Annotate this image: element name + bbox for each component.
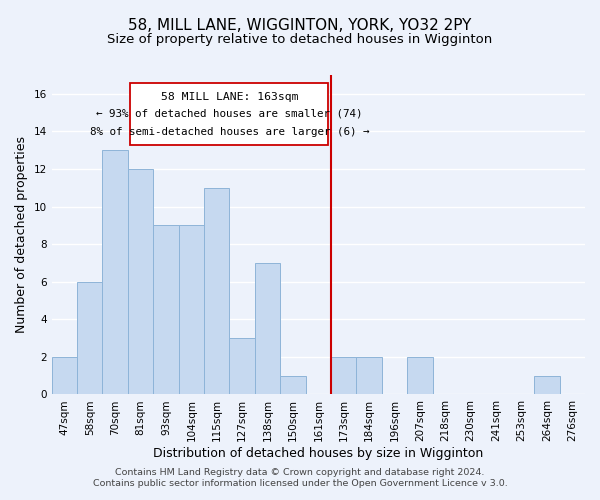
Text: ← 93% of detached houses are smaller (74): ← 93% of detached houses are smaller (74… <box>96 108 362 118</box>
Text: 58, MILL LANE, WIGGINTON, YORK, YO32 2PY: 58, MILL LANE, WIGGINTON, YORK, YO32 2PY <box>128 18 472 32</box>
X-axis label: Distribution of detached houses by size in Wigginton: Distribution of detached houses by size … <box>153 447 484 460</box>
Text: 58 MILL LANE: 163sqm: 58 MILL LANE: 163sqm <box>161 92 298 102</box>
Bar <box>179 226 204 394</box>
Bar <box>204 188 229 394</box>
FancyBboxPatch shape <box>130 82 328 144</box>
Bar <box>77 282 103 395</box>
Text: Size of property relative to detached houses in Wigginton: Size of property relative to detached ho… <box>107 32 493 46</box>
Bar <box>534 376 560 394</box>
Text: Contains HM Land Registry data © Crown copyright and database right 2024.
Contai: Contains HM Land Registry data © Crown c… <box>92 468 508 487</box>
Bar <box>255 263 280 394</box>
Bar <box>407 357 433 395</box>
Bar <box>128 169 153 394</box>
Text: 8% of semi-detached houses are larger (6) →: 8% of semi-detached houses are larger (6… <box>89 128 369 138</box>
Bar <box>153 226 179 394</box>
Bar <box>52 357 77 395</box>
Bar <box>331 357 356 395</box>
Bar <box>280 376 305 394</box>
Bar <box>103 150 128 394</box>
Bar <box>356 357 382 395</box>
Bar <box>229 338 255 394</box>
Y-axis label: Number of detached properties: Number of detached properties <box>15 136 28 333</box>
